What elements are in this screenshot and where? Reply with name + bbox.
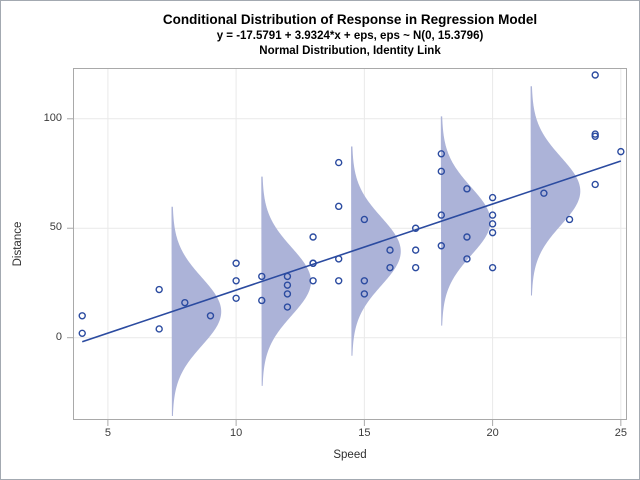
conditional-density-curve	[530, 86, 581, 296]
data-point	[488, 220, 497, 228]
data-point	[360, 215, 369, 224]
data-point	[617, 147, 625, 156]
data-point	[78, 312, 86, 320]
plot-frame	[73, 68, 627, 420]
data-point	[463, 255, 471, 263]
data-point	[488, 193, 497, 202]
data-point	[437, 150, 446, 158]
data-point	[437, 242, 446, 250]
x-tick-label: 10	[229, 427, 243, 439]
data-point	[232, 277, 240, 285]
conditional-density-curve	[440, 116, 491, 326]
data-point	[591, 180, 599, 189]
y-tick-label: 100	[43, 111, 62, 124]
data-point	[78, 329, 86, 338]
data-point	[386, 263, 394, 272]
data-point	[283, 290, 292, 298]
data-point	[283, 272, 292, 281]
conditional-density-curve	[351, 146, 401, 356]
data-point	[335, 255, 343, 263]
data-point	[181, 298, 189, 307]
chart-title: Conditional Distribution of Response in …	[162, 12, 538, 27]
data-point	[309, 277, 317, 285]
data-point	[283, 281, 292, 289]
data-point	[591, 132, 599, 141]
data-point	[309, 259, 317, 267]
x-axis-title: Speed	[333, 449, 367, 461]
data-point	[463, 233, 471, 241]
y-axis-title: Distance	[12, 221, 24, 267]
chart-subtitle-distribution: Normal Distribution, Identity Link	[259, 45, 441, 57]
data-point	[309, 233, 317, 241]
data-point	[258, 296, 266, 305]
y-tick-label: 0	[55, 330, 62, 343]
x-tick-label: 25	[614, 427, 627, 439]
data-point	[360, 277, 369, 285]
data-point	[488, 263, 497, 272]
data-point	[206, 312, 215, 320]
data-point	[437, 167, 446, 176]
data-point	[591, 130, 599, 138]
x-tick-label: 5	[104, 427, 111, 439]
data-point	[232, 294, 240, 302]
data-point	[540, 189, 548, 197]
data-point	[565, 215, 574, 224]
data-point	[232, 259, 240, 267]
data-point	[155, 285, 163, 294]
chart-subtitle-equation: y = -17.5791 + 3.9324*x + eps, eps ~ N(0…	[216, 30, 484, 42]
data-point	[360, 290, 369, 298]
data-point	[488, 228, 497, 237]
data-point	[386, 246, 394, 254]
y-tick-label: 50	[49, 221, 62, 234]
title-block: Conditional Distribution of Response in …	[73, 12, 627, 58]
x-tick-label: 20	[486, 427, 499, 439]
data-point	[335, 277, 343, 285]
data-point	[335, 158, 343, 167]
data-point	[411, 263, 420, 272]
x-axis-tick-labels: 5 10 15 20 25	[73, 427, 627, 441]
data-point	[335, 202, 343, 211]
plot-area	[67, 68, 627, 426]
data-point	[283, 303, 292, 311]
data-point	[411, 224, 420, 232]
regression-line	[81, 160, 622, 343]
conditional-density-curve	[261, 176, 312, 386]
data-point	[463, 185, 471, 193]
x-tick-label: 15	[358, 427, 371, 439]
y-axis-tick-labels: 0 50 100	[1, 68, 62, 420]
data-point	[155, 325, 163, 333]
data-point	[411, 246, 420, 254]
data-point	[437, 211, 446, 219]
data-point	[488, 211, 497, 219]
data-point	[591, 71, 599, 79]
data-point	[258, 272, 266, 281]
conditional-density-curve	[171, 206, 222, 417]
